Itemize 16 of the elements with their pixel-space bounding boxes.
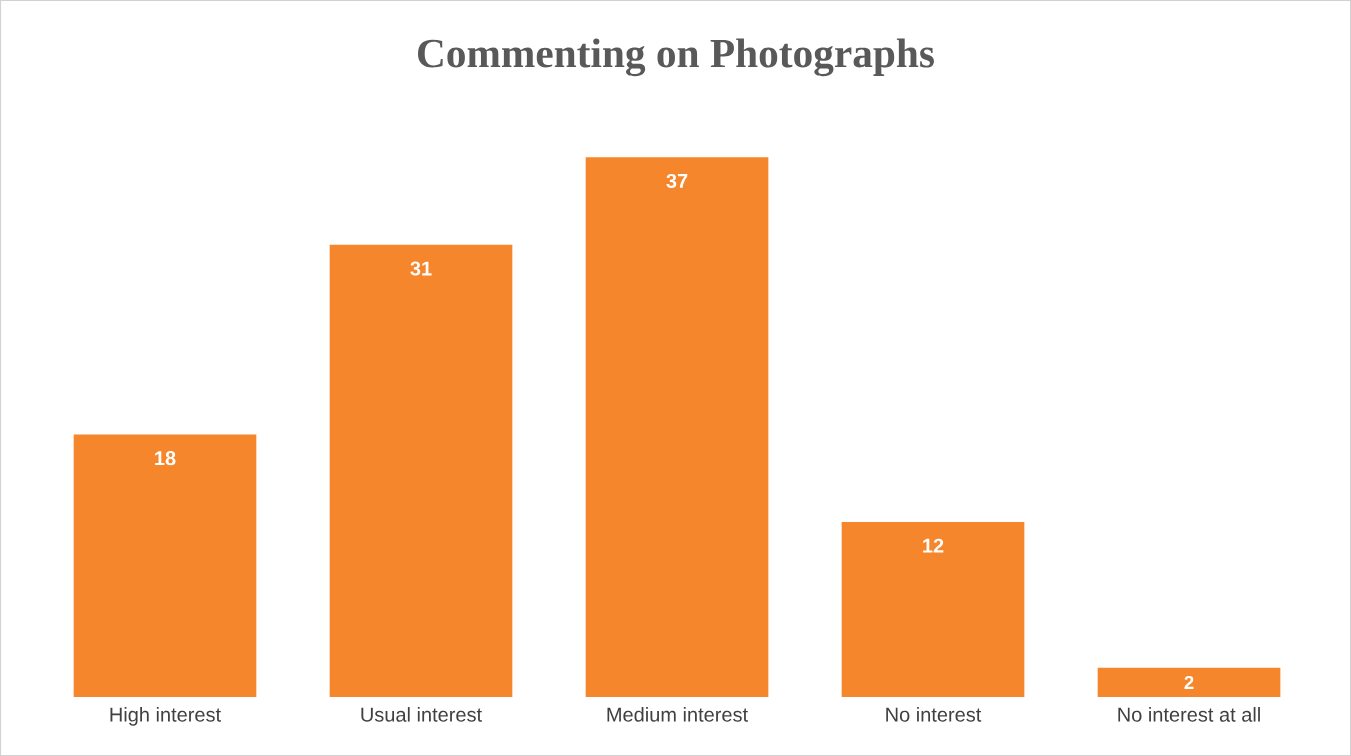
bar (1097, 667, 1281, 697)
bar (585, 157, 769, 697)
bar (73, 434, 257, 697)
bar (329, 244, 513, 697)
data-label: 37 (666, 173, 688, 189)
data-label: 2 (1184, 675, 1194, 689)
data-label: 18 (155, 451, 176, 466)
x-tick-label: High interest (110, 707, 221, 726)
data-label: 12 (923, 538, 944, 553)
x-tick-label: Medium interest (607, 707, 748, 722)
chart-title: Commenting on Photographs (418, 38, 934, 77)
bar (841, 521, 1025, 697)
x-tick-label: Usual interest (361, 707, 482, 722)
x-tick-label: No interest at all (1118, 707, 1260, 722)
x-tick-label: No interest (886, 707, 982, 722)
data-label: 31 (410, 261, 432, 276)
